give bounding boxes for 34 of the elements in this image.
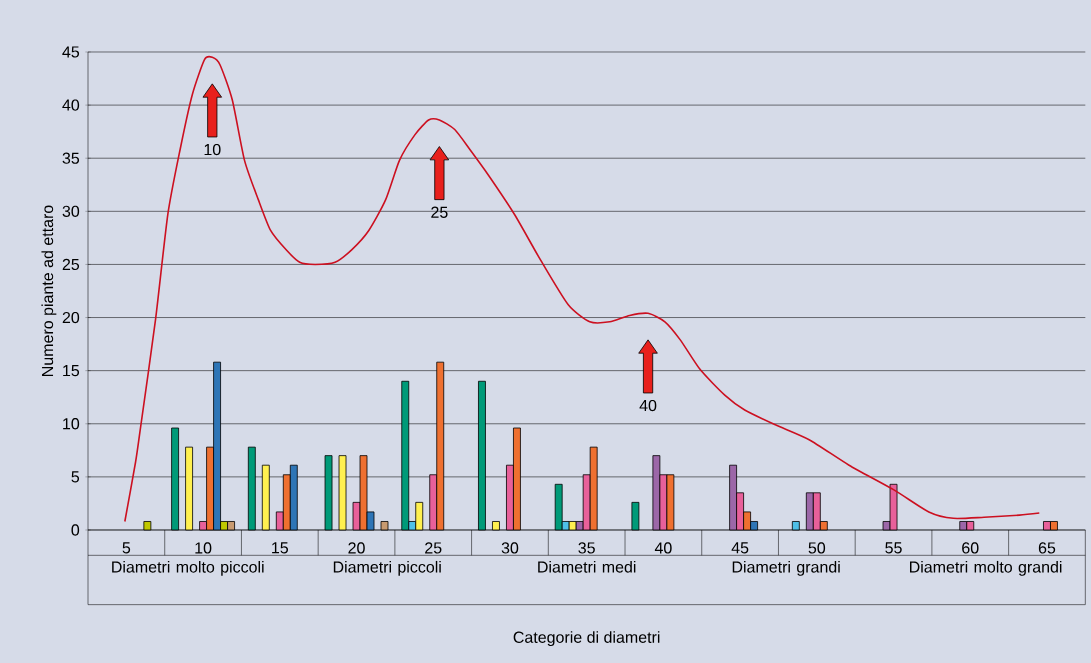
- y-tick-label: 45: [62, 46, 80, 58]
- y-tick-label: 5: [71, 471, 80, 483]
- y-tick-label: 10: [63, 418, 80, 430]
- x-tick-label: 65: [1038, 542, 1056, 554]
- line-series: [124, 56, 1041, 523]
- y-tick-label: 35: [62, 152, 80, 164]
- x-tick-label: 5: [122, 542, 131, 554]
- x-tick-label: 10: [195, 542, 212, 554]
- x-tick-label: 35: [578, 542, 595, 554]
- x-tick-label: 55: [885, 542, 902, 554]
- x-tick-label: 25: [425, 542, 442, 554]
- annotation: 10: [204, 143, 221, 156]
- annotation: 40: [639, 399, 657, 412]
- x-tick-label: 60: [962, 542, 979, 554]
- text: Diametri medi: [538, 560, 636, 573]
- annotation: 25: [431, 206, 448, 218]
- x-tick-label: 15: [272, 542, 289, 554]
- y-axis-title: Numero piante ad ettaro: [41, 205, 57, 376]
- text: Diametri molto piccoli: [112, 560, 264, 576]
- x-tick-label: 30: [501, 542, 519, 554]
- x-tick-label: 50: [808, 542, 826, 554]
- text: Diametri molto grandi: [910, 560, 1062, 576]
- y-tick-label: 40: [62, 99, 80, 111]
- y-tick-label: 15: [63, 365, 80, 377]
- y-tick-label: 20: [62, 311, 80, 324]
- x-tick-label: 45: [731, 542, 749, 554]
- x-axis-title: Categorie di diametri: [513, 631, 660, 647]
- x-tick-label: 40: [654, 542, 672, 554]
- text: Diametri piccoli: [333, 560, 441, 576]
- text: Diametri grandi: [732, 560, 840, 576]
- y-tick-label: 25: [62, 258, 80, 271]
- y-tick-label: 0: [71, 524, 80, 536]
- x-tick-label: 20: [348, 542, 365, 554]
- y-tick-label: 30: [62, 205, 80, 217]
